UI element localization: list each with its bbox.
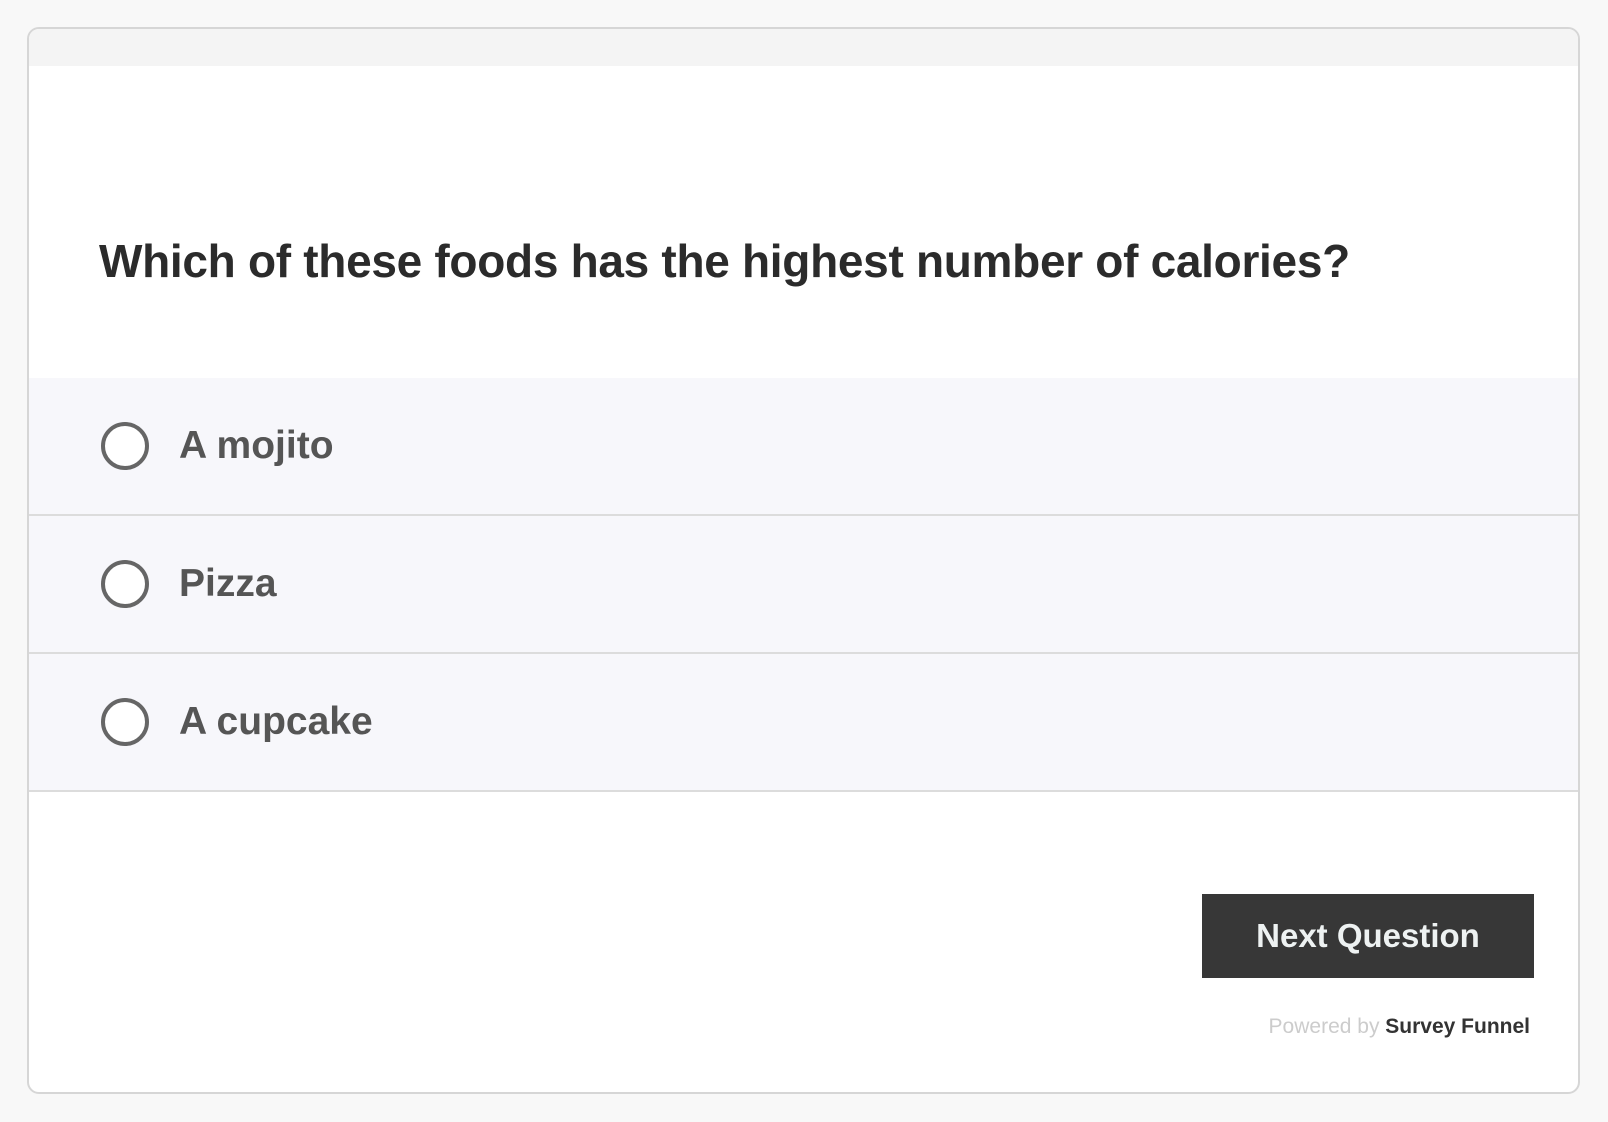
option-pizza[interactable]: Pizza xyxy=(29,516,1578,654)
radio-icon[interactable] xyxy=(101,560,149,608)
answer-options: A mojito Pizza A cupcake xyxy=(29,378,1578,792)
next-question-button[interactable]: Next Question xyxy=(1202,894,1534,978)
card-header-bar xyxy=(29,29,1578,66)
powered-by-text: Powered by xyxy=(1268,1015,1380,1038)
radio-icon[interactable] xyxy=(101,698,149,746)
option-label: A cupcake xyxy=(179,700,373,743)
powered-by[interactable]: Powered by Survey Funnel xyxy=(1269,1015,1530,1039)
option-a-mojito[interactable]: A mojito xyxy=(29,378,1578,516)
option-a-cupcake[interactable]: A cupcake xyxy=(29,654,1578,792)
radio-icon[interactable] xyxy=(101,422,149,470)
question-title: Which of these foods has the highest num… xyxy=(99,235,1350,287)
survey-card: Which of these foods has the highest num… xyxy=(27,27,1580,1094)
brand-link[interactable]: Survey Funnel xyxy=(1385,1015,1530,1038)
option-label: A mojito xyxy=(179,424,334,467)
option-label: Pizza xyxy=(179,562,277,605)
